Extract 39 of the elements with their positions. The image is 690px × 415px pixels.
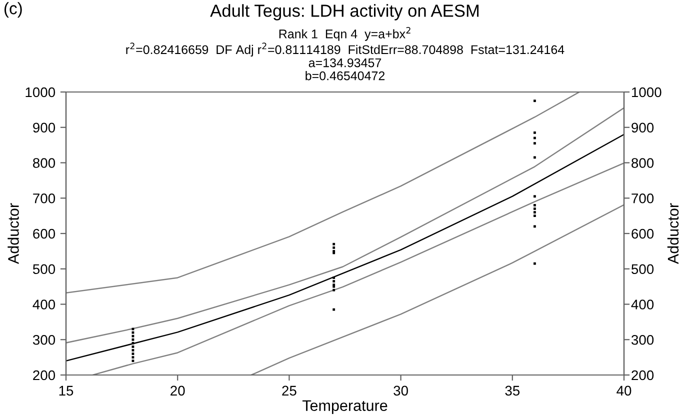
y-tick-label: 500: [32, 264, 56, 274]
y-tick-label: 1000: [26, 87, 56, 98]
y-tick-label: 800: [33, 158, 56, 168]
y2-tick-label: 800: [632, 158, 654, 168]
y2-tick-label: 500: [632, 264, 654, 274]
x-axis-title: Temperature: [302, 400, 388, 414]
y-tick-label: 400: [32, 300, 56, 310]
y2-tick-label: 600: [632, 228, 654, 239]
x-tick-label: 20: [170, 386, 185, 396]
line-series: [66, 107, 624, 344]
y2-tick-label: 700: [632, 193, 654, 204]
x-tick-label: 35: [505, 386, 520, 396]
x-tick-label: 40: [616, 386, 632, 396]
y-tick-label: 200: [33, 370, 56, 380]
line-series: [66, 92, 580, 294]
line-series: [92, 162, 624, 375]
text: Rank 1 Eqn 4 y=a+bx$^{2}$ r$^{2}$=0.82416659 DF Adj r$^{2}$=0.81114189 FitStdErr=88.704898 Fstat=131.24164 a=134.93457 b=0.46540472: [126, 26, 564, 80]
point: [332, 308, 336, 311]
y2-tick-label: 300: [631, 334, 654, 345]
y-tick-label: 300: [32, 334, 56, 345]
y-axis-title: Adductor: [8, 203, 19, 264]
y2-tick-label: 1000: [632, 87, 662, 98]
y2-tick-label: 200: [632, 370, 654, 380]
y-tick-label: 700: [33, 193, 56, 204]
y2-tick-label: 400: [631, 300, 654, 310]
point: [332, 242, 336, 246]
y2-tick-label: 900: [632, 122, 654, 133]
y-tick-label: 600: [33, 228, 56, 239]
y2-axis-title: Adductor: [667, 203, 679, 264]
chart-title: Adult Tegus: LDH activity on AESM: [210, 4, 479, 20]
point: [332, 246, 336, 249]
x-tick-label: 30: [394, 386, 408, 396]
point: [332, 288, 336, 292]
line-series: [250, 204, 624, 375]
line-series: [66, 134, 624, 362]
y-tick-label: 900: [33, 122, 56, 133]
text: (c): [4, 2, 22, 18]
x-tick-label: 15: [59, 386, 74, 396]
x-tick-label: 25: [282, 386, 296, 396]
